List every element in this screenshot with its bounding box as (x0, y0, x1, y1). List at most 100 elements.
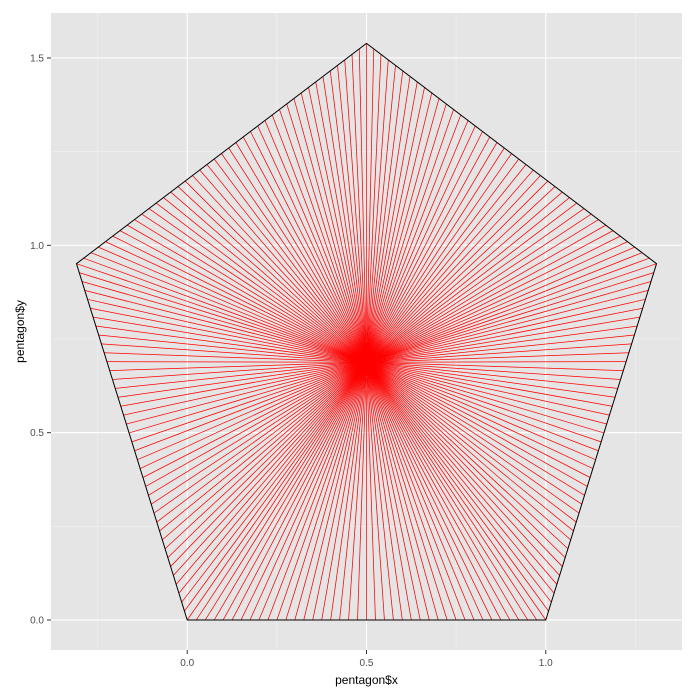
ray-line (366, 361, 607, 425)
ray-line (366, 65, 396, 363)
ray-line (148, 361, 367, 496)
ray-line (175, 361, 367, 585)
ray-line (366, 219, 599, 363)
ray-line (322, 76, 367, 363)
ray-line (228, 147, 367, 363)
ray-line (186, 362, 367, 621)
ray-line (366, 361, 580, 514)
ray-line (308, 87, 367, 363)
ray-line (250, 131, 367, 363)
ray-line (240, 362, 367, 621)
ray-line (159, 361, 367, 532)
ray-line (231, 362, 367, 621)
x-tick-label: 1.0 (539, 658, 553, 669)
ray-line (151, 361, 367, 505)
ray-line (258, 362, 367, 621)
ray-line (366, 272, 654, 363)
y-tick-label: 1.0 (30, 241, 44, 252)
ray-line (366, 98, 440, 363)
ray-line (366, 298, 646, 363)
ray-line (366, 103, 447, 363)
ray-line (366, 136, 491, 363)
ray-line (84, 290, 367, 363)
ray-line (366, 362, 484, 621)
ray-line (351, 54, 367, 363)
ray-line (366, 164, 527, 363)
ray-line (366, 114, 462, 363)
ray-line (128, 361, 367, 434)
ray-line (366, 361, 555, 594)
ray-line (366, 361, 560, 576)
ray-line (366, 120, 469, 363)
ray-line (366, 361, 582, 505)
ray-line (366, 361, 571, 541)
ray-line (366, 361, 591, 478)
ray-line (164, 361, 367, 550)
ray-line (366, 76, 411, 363)
ray-line (366, 175, 541, 363)
ray-line (87, 298, 367, 363)
ray-line (366, 131, 483, 363)
ray-line (366, 87, 425, 363)
ray-line (366, 125, 476, 363)
ray-line (184, 362, 367, 612)
ray-line (366, 197, 570, 363)
ray-line (366, 361, 624, 371)
ray-line (366, 362, 529, 621)
ray-line (105, 241, 367, 363)
ray-line (83, 257, 367, 363)
ray-line (366, 59, 389, 363)
ray-line (131, 361, 367, 443)
ray-line (366, 158, 520, 363)
ray-line (366, 208, 585, 363)
ray-line (366, 361, 602, 443)
ray-line (366, 361, 599, 452)
ray-line (366, 362, 376, 621)
ray-line (366, 109, 454, 363)
ray-line (366, 361, 577, 523)
ray-line (101, 343, 367, 363)
ray-line (366, 362, 430, 621)
ray-line (119, 230, 367, 363)
ray-line (366, 213, 592, 363)
ray-line (366, 362, 502, 621)
ray-line (366, 362, 394, 621)
ray-line (163, 197, 367, 363)
ray-line (366, 169, 534, 363)
ray-line (222, 362, 367, 621)
ray-line (366, 343, 632, 363)
ray-line (366, 224, 606, 363)
ray-line (79, 272, 367, 363)
ray-line (366, 257, 650, 363)
ray-line (192, 175, 367, 363)
ray-line (366, 361, 605, 434)
ray-line (162, 361, 367, 541)
ray-line (293, 98, 367, 363)
ray-line (127, 224, 367, 363)
ray-line (123, 361, 367, 416)
ray-line (366, 92, 433, 363)
ray-line (117, 361, 367, 398)
ray-line (366, 361, 621, 380)
ray-line (366, 54, 382, 363)
ray-line (366, 362, 466, 621)
ray-line (366, 361, 613, 407)
ray-line (148, 208, 367, 363)
ray-line (170, 361, 367, 567)
ray-line (213, 158, 367, 363)
ray-line (329, 70, 367, 363)
ray-line (90, 252, 367, 363)
ray-line (134, 361, 367, 452)
ray-lines (76, 43, 657, 621)
ray-line (235, 142, 367, 363)
ray-line (366, 362, 511, 621)
ray-line (195, 362, 367, 621)
ray-line (294, 362, 367, 621)
ray-line (366, 361, 566, 558)
ray-line (366, 361, 596, 461)
ray-line (145, 361, 367, 487)
ray-line (112, 361, 367, 380)
ray-line (264, 120, 367, 363)
ray-line (366, 362, 538, 621)
